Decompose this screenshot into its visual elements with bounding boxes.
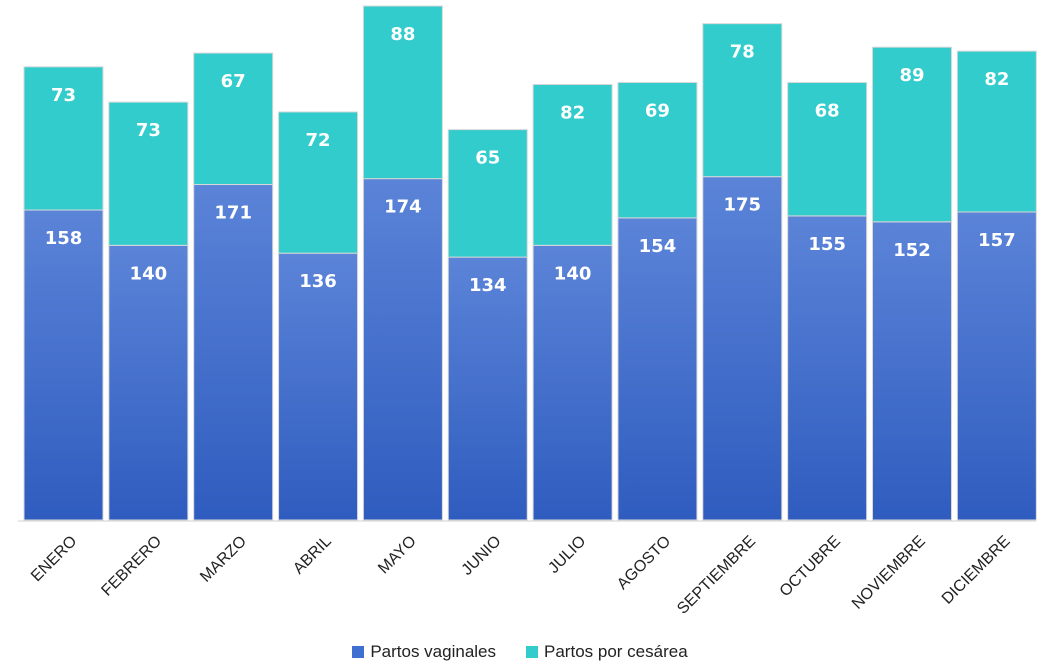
legend-swatch-vaginales <box>352 646 365 658</box>
category-label-noviembre: NOVIEMBRE <box>849 533 929 613</box>
data-label-cesarea-diciembre: 82 <box>984 69 1009 90</box>
data-label-vaginales-agosto: 154 <box>639 236 677 257</box>
data-label-vaginales-diciembre: 157 <box>978 230 1016 251</box>
data-label-cesarea-enero: 73 <box>51 85 76 106</box>
data-label-vaginales-marzo: 171 <box>214 203 252 224</box>
data-label-vaginales-octubre: 155 <box>808 234 846 255</box>
data-label-cesarea-mayo: 88 <box>390 24 415 45</box>
data-label-cesarea-noviembre: 89 <box>899 65 924 86</box>
category-label-diciembre: DICIEMBRE <box>939 533 1014 608</box>
bar-cesarea-abril <box>278 111 359 254</box>
bar-vaginales-julio <box>532 244 613 521</box>
category-label-octubre: OCTUBRE <box>777 533 844 600</box>
bar-cesarea-diciembre <box>956 50 1037 213</box>
bar-cesarea-octubre <box>787 82 868 217</box>
data-label-vaginales-abril: 136 <box>299 271 337 292</box>
data-label-vaginales-enero: 158 <box>45 228 83 249</box>
bar-vaginales-enero <box>23 209 104 521</box>
bar-cesarea-mayo <box>362 5 443 180</box>
legend: Partos vaginales Partos por cesárea <box>0 640 1040 664</box>
data-label-cesarea-julio: 82 <box>560 102 585 123</box>
data-label-cesarea-abril: 72 <box>306 130 331 151</box>
bar-cesarea-septiembre <box>702 23 783 178</box>
category-label-abril: ABRIL <box>290 533 335 578</box>
bar-vaginales-agosto <box>617 217 698 521</box>
bar-vaginales-noviembre <box>872 221 952 521</box>
data-label-vaginales-febrero: 140 <box>130 263 168 284</box>
legend-item-cesarea: Partos por cesárea <box>526 642 688 662</box>
bar-cesarea-febrero <box>108 101 189 246</box>
data-label-cesarea-octubre: 68 <box>815 101 840 122</box>
data-label-cesarea-marzo: 67 <box>221 71 246 92</box>
legend-swatch-cesarea <box>526 646 539 658</box>
bar-cesarea-enero <box>23 66 104 211</box>
bar-cesarea-julio <box>532 83 613 246</box>
bar-vaginales-octubre <box>787 215 868 521</box>
legend-label-vaginales: Partos vaginales <box>370 642 497 661</box>
category-label-julio: JULIO <box>545 533 589 577</box>
bar-cesarea-marzo <box>193 52 274 186</box>
data-label-cesarea-agosto: 69 <box>645 101 670 122</box>
bar-vaginales-febrero <box>108 244 189 521</box>
category-label-marzo: MARZO <box>197 533 250 586</box>
bar-cesarea-agosto <box>617 82 698 219</box>
category-label-agosto: AGOSTO <box>614 533 674 593</box>
category-label-enero: ENERO <box>28 533 80 585</box>
bar-vaginales-abril <box>278 252 359 521</box>
bar-vaginales-mayo <box>362 178 443 521</box>
category-label-febrero: FEBRERO <box>98 533 165 600</box>
data-label-cesarea-septiembre: 78 <box>730 42 755 63</box>
data-label-cesarea-febrero: 73 <box>136 120 161 141</box>
bar-vaginales-diciembre <box>956 211 1037 521</box>
data-label-vaginales-julio: 140 <box>554 263 592 284</box>
data-label-vaginales-septiembre: 175 <box>724 195 762 216</box>
data-label-vaginales-noviembre: 152 <box>893 240 931 261</box>
data-label-vaginales-mayo: 174 <box>384 197 422 218</box>
category-label-septiembre: SEPTIEMBRE <box>674 533 759 618</box>
bar-cesarea-noviembre <box>872 46 952 223</box>
legend-item-vaginales: Partos vaginales <box>352 642 496 662</box>
bar-vaginales-septiembre <box>702 176 783 521</box>
bar-vaginales-junio <box>447 256 528 521</box>
category-label-junio: JUNIO <box>459 533 505 579</box>
bar-vaginales-marzo <box>193 184 274 521</box>
category-label-mayo: MAYO <box>375 533 420 578</box>
data-label-cesarea-junio: 65 <box>475 148 500 169</box>
data-label-vaginales-junio: 134 <box>469 275 507 296</box>
legend-label-cesarea: Partos por cesárea <box>544 642 688 661</box>
bar-cesarea-junio <box>447 129 528 258</box>
